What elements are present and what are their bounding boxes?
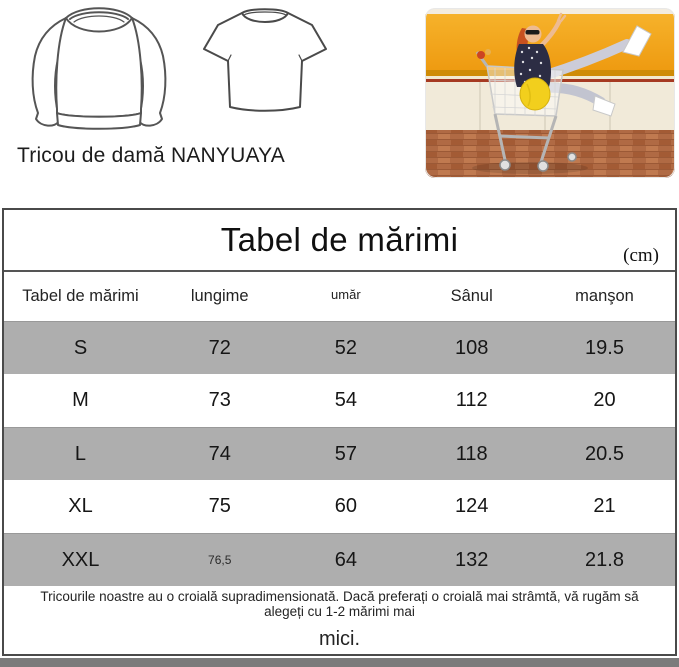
size-cell: S	[73, 336, 88, 359]
manson-cell: 20	[593, 389, 616, 411]
table-row-l: L 74 57 118 20.5	[4, 427, 675, 480]
umar-cell: 57	[334, 442, 357, 465]
lungime-cell: 75	[208, 495, 231, 517]
unit-label: (cm)	[623, 245, 659, 266]
lungime-cell: 76,5	[208, 553, 232, 567]
bottom-strip	[0, 658, 679, 667]
lungime-cell: 74	[208, 442, 231, 465]
size-table: Tabel de mărimi (cm) Tabel de mărimi lun…	[2, 208, 677, 656]
manson-cell: 21	[593, 495, 616, 517]
sanul-cell: 124	[454, 495, 489, 517]
size-table-title: Tabel de mărimi	[220, 221, 459, 258]
size-table-header-row: Tabel de mărimi lungime umăr Sânul manşo…	[4, 272, 675, 321]
sweatshirt-drawing-icon	[31, 7, 167, 130]
manson-cell: 19.5	[585, 336, 624, 359]
product-title: Tricou de damă NANYUAYA	[17, 144, 285, 167]
umar-cell: 60	[334, 495, 357, 517]
size-cell: L	[74, 442, 87, 465]
umar-cell: 54	[334, 389, 357, 411]
manson-cell: 20.5	[585, 442, 624, 465]
product-photo	[425, 8, 675, 178]
tshirt-drawing-icon	[203, 8, 327, 112]
sanul-cell: 132	[454, 548, 489, 571]
table-row-xxl: XXL 76,5 64 132 21.8	[4, 533, 675, 586]
table-row-s: S 72 52 108 19.5	[4, 321, 675, 374]
fit-note-line2: mici.	[318, 628, 361, 650]
sanul-cell: 118	[455, 442, 488, 465]
lungime-cell: 72	[208, 336, 231, 359]
sanul-cell: 108	[454, 336, 489, 359]
product-header: Tricou de damă NANYUAYA	[0, 0, 679, 208]
size-cell: XL	[68, 495, 93, 517]
umar-cell: 52	[334, 336, 357, 359]
sanul-cell: 112	[455, 389, 488, 411]
header-manson: manşon	[575, 287, 634, 305]
fit-note-line1: Tricourile noastre au o croială supradim…	[40, 589, 639, 619]
size-cell: XXL	[61, 548, 100, 571]
header-umar: umăr	[331, 287, 361, 302]
header-size: Tabel de mărimi	[22, 287, 139, 305]
manson-cell: 21.8	[585, 548, 624, 571]
table-row-m: M 73 54 112 20	[4, 374, 675, 427]
size-cell: M	[72, 389, 89, 411]
table-row-xl: XL 75 60 124 21	[4, 480, 675, 533]
header-lungime: lungime	[190, 287, 249, 305]
fit-note: Tricourile noastre au o croială supradim…	[4, 586, 675, 654]
lungime-cell: 73	[208, 389, 231, 411]
umar-cell: 64	[334, 548, 357, 571]
header-sanul: Sânul	[450, 287, 493, 305]
size-table-title-row: Tabel de mărimi (cm)	[4, 210, 675, 272]
